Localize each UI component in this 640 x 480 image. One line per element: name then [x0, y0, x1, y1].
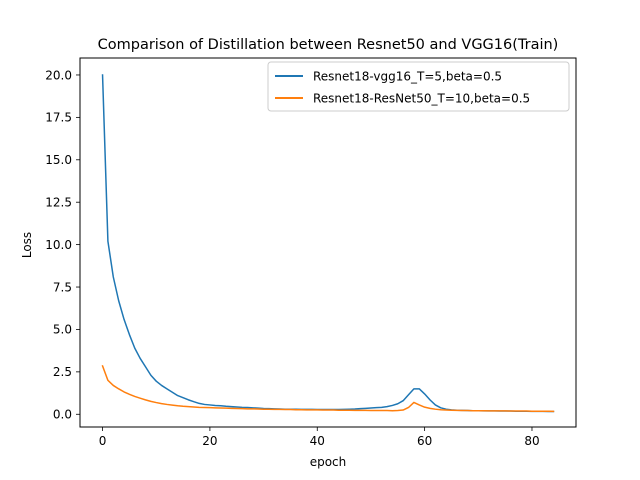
series-line-1 — [101, 364, 555, 413]
legend-box — [267, 61, 570, 112]
x-tick-label: 0 — [99, 434, 107, 448]
x-tick-label: 80 — [524, 434, 539, 448]
plot-area — [101, 74, 555, 413]
axes-frame — [79, 57, 577, 428]
y-tick-label: 5.0 — [53, 323, 72, 337]
y-tick-label: 10.0 — [45, 238, 72, 252]
x-axis-ticks: 0 20 40 60 80 — [99, 427, 540, 448]
legend-label-resnet50: Resnet18-ResNet50_T=10,beta=0.5 — [313, 92, 530, 106]
y-tick-label: 17.5 — [45, 111, 72, 125]
y-tick-label: 15.0 — [45, 153, 72, 167]
x-tick-label: 60 — [417, 434, 432, 448]
y-axis-label: Loss — [20, 232, 34, 258]
y-tick-label: 20.0 — [45, 68, 72, 82]
chart-title: Comparison of Distillation between Resne… — [98, 37, 559, 53]
y-tick-label: 7.5 — [53, 280, 72, 294]
legend: Resnet18-vgg16_T=5,beta=0.5 Resnet18-Res… — [267, 61, 570, 112]
y-tick-label: 0.0 — [53, 408, 72, 422]
y-tick-label: 12.5 — [45, 196, 72, 210]
x-tick-label: 40 — [310, 434, 325, 448]
y-tick-label: 2.5 — [53, 365, 72, 379]
y-axis-ticks: 0.0 2.5 5.0 7.5 10.0 12.5 15.0 17.5 20.0 — [45, 68, 80, 422]
legend-label-vgg16: Resnet18-vgg16_T=5,beta=0.5 — [313, 70, 502, 84]
x-tick-label: 20 — [202, 434, 217, 448]
x-axis-label: epoch — [310, 455, 347, 469]
